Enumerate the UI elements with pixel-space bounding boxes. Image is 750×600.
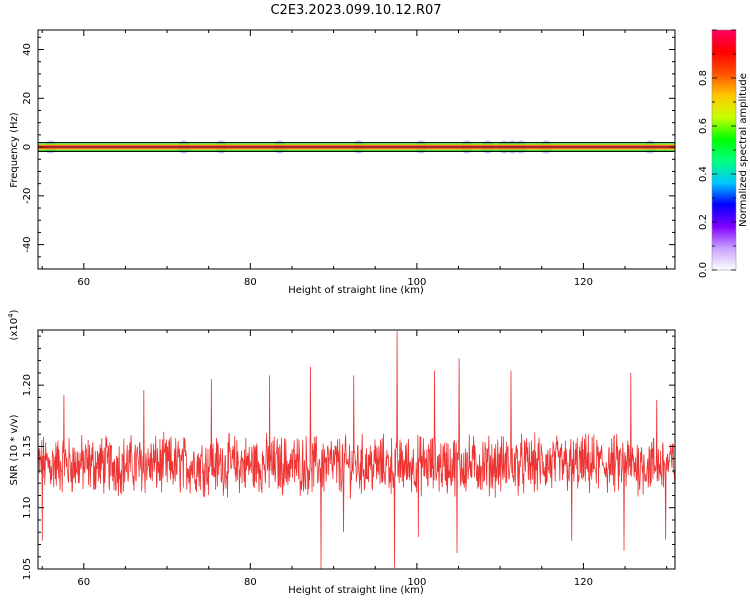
colorbar-tick-label: 0.6 [698, 118, 709, 134]
x-tick-label: 100 [407, 277, 426, 288]
snr-multiplier: (x104) [7, 309, 20, 340]
snr-ylabel: SNR (10 * v/v) [9, 414, 20, 485]
colorbar-label: Normalized spectral amplitude [738, 73, 749, 227]
x-tick-label: 80 [244, 277, 257, 288]
figure-title: C2E3.2023.099.10.12.R07 [270, 3, 441, 18]
x-tick-label: 80 [244, 577, 257, 588]
colorbar-gradient [712, 30, 736, 270]
colorbar-ticks: 0.0 0.2 0.4 0.6 0.8 [698, 29, 737, 278]
snr-xlabel: Height of straight line (km) [288, 585, 424, 596]
snr-panel: 60 80 100 120 1.05 1.10 1.15 1.20 Height of str… [7, 309, 676, 596]
y-tick-label: 1.20 [22, 374, 33, 396]
spectrogram-ticks: 60 80 100 120 -40 -20 0 20 40 [22, 30, 675, 288]
colorbar-tick-label: 0.4 [698, 166, 709, 182]
x-tick-label: 60 [77, 577, 90, 588]
colorbar: 0.0 0.2 0.4 0.6 0.8 Normalized spectral ampl… [698, 29, 749, 278]
spectrogram-ylabel: Frequency (Hz) [9, 112, 20, 188]
spectrogram-frame [37, 29, 676, 270]
colorbar-tick-label: 0.8 [698, 70, 709, 86]
y-tick-label: 1.15 [22, 435, 33, 457]
y-tick-label: 1.10 [22, 497, 33, 519]
snr-series-line [37, 331, 676, 570]
x-tick-label: 120 [574, 277, 593, 288]
snr-multiplier-suffix: ) [9, 309, 20, 313]
y-tick-label: -20 [22, 188, 33, 204]
y-tick-label: 40 [22, 43, 33, 56]
spectral-band [38, 142, 675, 153]
spectrogram-panel: 60 80 100 120 -40 -20 0 20 40 Height of straight… [9, 29, 676, 296]
x-tick-label: 120 [574, 577, 593, 588]
snr-ticks: 60 80 100 120 1.05 1.10 1.15 1.20 [22, 330, 675, 588]
spectrogram-xlabel: Height of straight line (km) [288, 285, 424, 296]
y-tick-label: -40 [22, 236, 33, 252]
snr-multiplier-exponent: 4 [7, 313, 15, 318]
snr-multiplier-prefix: (x10 [9, 318, 20, 341]
y-tick-label: 1.05 [22, 558, 33, 580]
x-tick-label: 100 [407, 577, 426, 588]
y-tick-label: 20 [22, 92, 33, 105]
colorbar-tick-label: 0.2 [698, 214, 709, 230]
y-tick-label: 0 [22, 144, 33, 150]
colorbar-tick-label: 0.0 [698, 262, 709, 278]
x-tick-label: 60 [77, 277, 90, 288]
snr-frame [37, 329, 676, 570]
